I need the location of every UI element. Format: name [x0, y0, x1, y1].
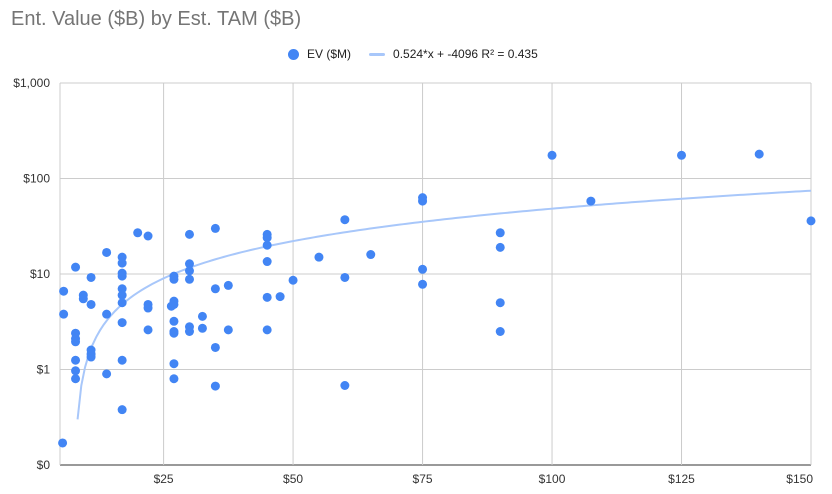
data-point: [117, 290, 127, 300]
data-point: [169, 316, 179, 326]
legend-ev-label: EV ($M): [307, 47, 352, 61]
axis-tick-labels: $0 $1 $10 $100 $1,000 $25 $50 $75 $100 $125 $150: [13, 76, 813, 486]
data-point: [169, 359, 179, 369]
data-point: [495, 298, 505, 308]
legend: EV ($M) 0.524*x + -4096 R² = 0.435: [288, 45, 538, 63]
data-point: [677, 150, 687, 160]
data-point: [262, 325, 272, 335]
x-tick-label: $75: [413, 472, 433, 486]
data-point: [210, 223, 220, 233]
data-point: [210, 342, 220, 352]
data-point: [169, 374, 179, 384]
legend-ev-marker: [288, 48, 299, 60]
data-point: [184, 326, 194, 336]
data-point: [117, 258, 127, 268]
data-point: [223, 325, 233, 335]
data-point: [495, 228, 505, 238]
trendline-layer: [76, 189, 812, 420]
data-point: [71, 337, 81, 347]
x-tick-label: $150: [786, 472, 813, 486]
data-point: [117, 318, 127, 328]
data-point: [184, 274, 194, 284]
data-point: [117, 405, 127, 415]
data-point: [184, 266, 194, 276]
data-point: [197, 323, 207, 333]
x-tick-label: $25: [154, 472, 174, 486]
data-point: [262, 292, 272, 302]
data-point: [59, 309, 69, 319]
data-point: [495, 326, 505, 336]
data-point: [143, 325, 153, 335]
data-point: [495, 242, 505, 252]
data-point: [102, 369, 112, 379]
data-point: [418, 264, 428, 274]
data-point: [223, 280, 233, 290]
data-point: [78, 294, 88, 304]
data-point: [262, 257, 272, 267]
data-point: [169, 299, 179, 309]
grid-lines: [59, 82, 812, 466]
x-tick-label: $100: [539, 472, 566, 486]
data-point: [117, 298, 127, 308]
data-point: [102, 247, 112, 257]
x-tick-label: $125: [668, 472, 695, 486]
data-point: [314, 252, 324, 262]
data-point: [184, 229, 194, 239]
trendline: [76, 189, 812, 420]
data-point: [754, 149, 764, 159]
data-point: [102, 309, 112, 319]
data-point: [288, 275, 298, 285]
data-point: [117, 284, 127, 294]
y-tick-label: $100: [23, 172, 50, 186]
data-point: [143, 231, 153, 241]
data-point: [133, 228, 143, 238]
data-point: [547, 150, 557, 160]
data-points: [58, 149, 816, 448]
data-point: [340, 380, 350, 390]
data-point: [586, 196, 596, 206]
data-point: [184, 259, 194, 269]
data-point: [340, 215, 350, 225]
data-point: [275, 292, 285, 302]
data-point: [418, 279, 428, 289]
y-tick-label: $0: [37, 458, 51, 472]
data-point: [262, 233, 272, 243]
data-point: [143, 303, 153, 313]
data-point: [262, 240, 272, 250]
data-point: [58, 438, 68, 448]
y-tick-label: $10: [30, 267, 50, 281]
data-point: [366, 250, 376, 260]
data-point: [169, 328, 179, 338]
data-point: [71, 374, 81, 384]
data-point: [210, 381, 220, 391]
data-point: [340, 272, 350, 282]
data-point: [86, 352, 96, 362]
y-tick-label: $1,000: [13, 76, 50, 90]
data-point: [169, 274, 179, 284]
data-point: [86, 272, 96, 282]
legend-trendline-label: 0.524*x + -4096 R² = 0.435: [393, 47, 538, 61]
chart-title: Ent. Value ($B) by Est. TAM ($B): [11, 8, 302, 30]
data-point: [59, 286, 69, 296]
y-tick-label: $1: [37, 363, 51, 377]
x-tick-label: $50: [283, 472, 303, 486]
data-point: [86, 299, 96, 309]
data-point: [806, 216, 816, 226]
data-point: [71, 262, 81, 272]
legend-trendline-marker: [369, 52, 386, 56]
data-point: [71, 366, 81, 376]
data-point: [197, 311, 207, 321]
data-point: [210, 284, 220, 294]
data-point: [117, 271, 127, 281]
data-point: [71, 355, 81, 365]
data-point: [418, 196, 428, 206]
data-point: [117, 355, 127, 365]
